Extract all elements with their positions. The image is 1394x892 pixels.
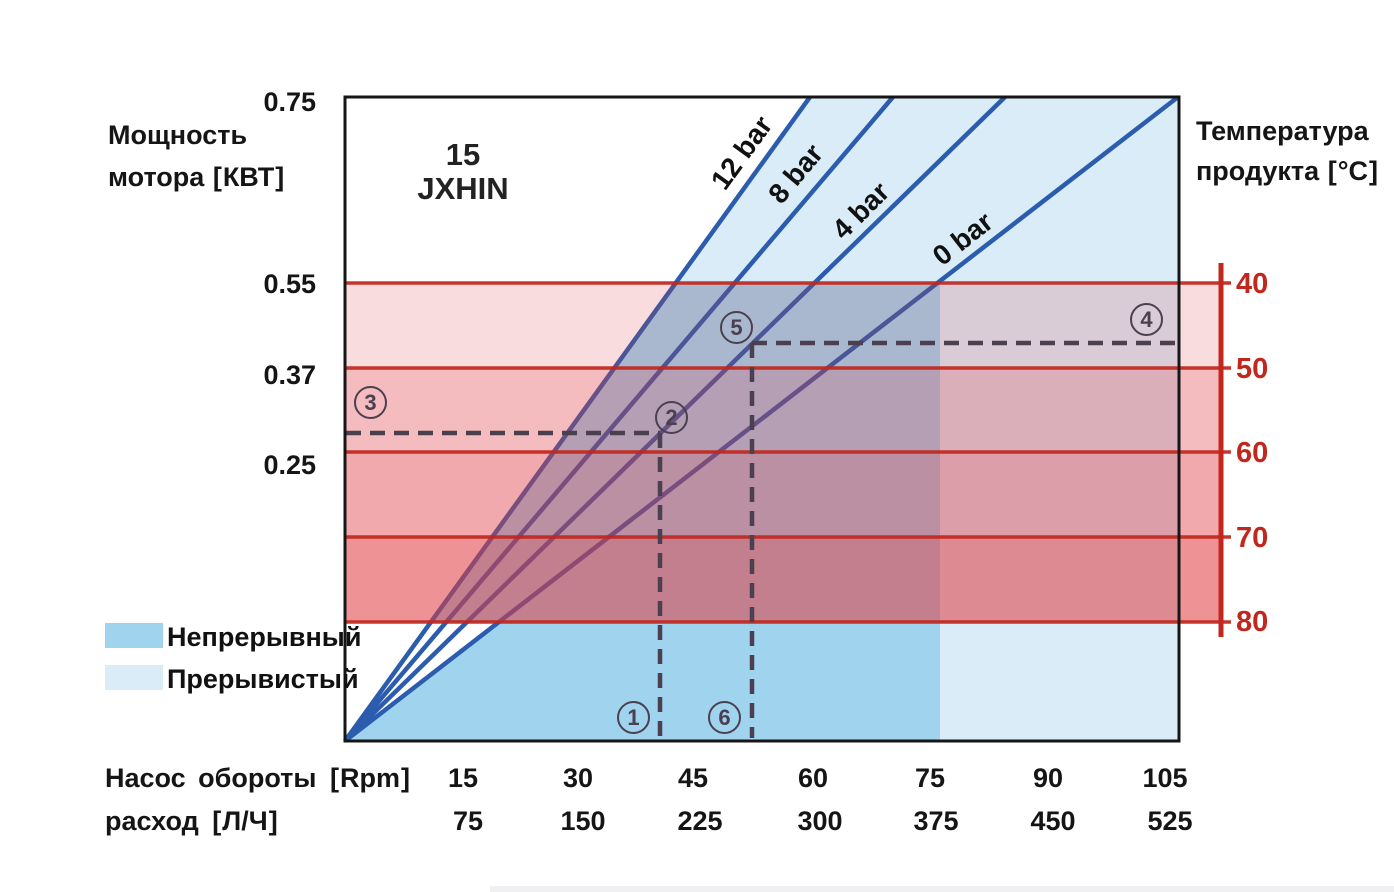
line-12bar — [343, 95, 812, 743]
line-8bar — [343, 95, 895, 743]
right-tick-80: 80 — [1236, 606, 1269, 638]
legend-swatch-continuous — [105, 623, 163, 648]
flow-tick-150: 150 — [560, 806, 606, 836]
x-axis-flow-label: расход [Л/Ч] — [105, 806, 278, 836]
rpm-tick-45: 45 — [677, 763, 709, 793]
left-tick-025: 0.25 — [263, 450, 316, 480]
temp-band-50-60 — [345, 368, 1222, 452]
marker-1: 1 — [617, 701, 650, 734]
left-tick-055: 0.55 — [263, 269, 316, 299]
flow-tick-450: 450 — [1030, 806, 1076, 836]
right-tick-70: 70 — [1236, 522, 1269, 554]
flow-tick-525: 525 — [1147, 806, 1193, 836]
flow-tick-300: 300 — [797, 806, 843, 836]
legend-swatch-intermittent — [105, 665, 163, 690]
marker-4: 4 — [1130, 303, 1163, 336]
rpm-tick-30: 30 — [562, 763, 594, 793]
left-tick-037: 0.37 — [263, 360, 316, 390]
right-axis-title-line2: продукта [°C] — [1196, 156, 1378, 186]
left-axis-title-line2: мотора [КВТ] — [108, 162, 285, 192]
flow-tick-75: 75 — [452, 806, 484, 836]
line-0bar — [343, 95, 1180, 743]
bottom-panel-edge — [490, 886, 1394, 892]
rpm-tick-105: 105 — [1142, 763, 1188, 793]
marker-2: 2 — [655, 401, 688, 434]
marker-5: 5 — [720, 311, 753, 344]
temp-band-70-80 — [345, 537, 1222, 622]
left-axis-title-line1: Мощность — [108, 120, 248, 150]
left-tick-075: 0.75 — [263, 87, 316, 117]
marker-3: 3 — [354, 386, 387, 419]
legend-label-continuous: Непрерывный — [167, 622, 362, 652]
flow-tick-225: 225 — [677, 806, 723, 836]
right-tick-60: 60 — [1236, 437, 1269, 469]
temp-band-60-70 — [345, 452, 1222, 537]
plot-frame — [343, 95, 1181, 743]
right-tick-50: 50 — [1236, 353, 1269, 385]
rpm-tick-75: 75 — [914, 763, 946, 793]
rpm-tick-60: 60 — [797, 763, 829, 793]
x-axis-rpm-label: Насос обороты [Rpm] — [105, 763, 410, 793]
right-axis-title-line1: Температура — [1196, 116, 1369, 146]
rpm-tick-90: 90 — [1032, 763, 1064, 793]
model-name: JXHIN — [417, 171, 509, 206]
marker-6: 6 — [708, 701, 741, 734]
legend-label-intermittent: Прерывистый — [167, 664, 359, 694]
temp-band-40-50 — [345, 283, 1222, 368]
rpm-tick-15: 15 — [447, 763, 479, 793]
model-number: 15 — [445, 137, 481, 172]
flow-tick-375: 375 — [913, 806, 959, 836]
right-tick-40: 40 — [1236, 268, 1269, 300]
